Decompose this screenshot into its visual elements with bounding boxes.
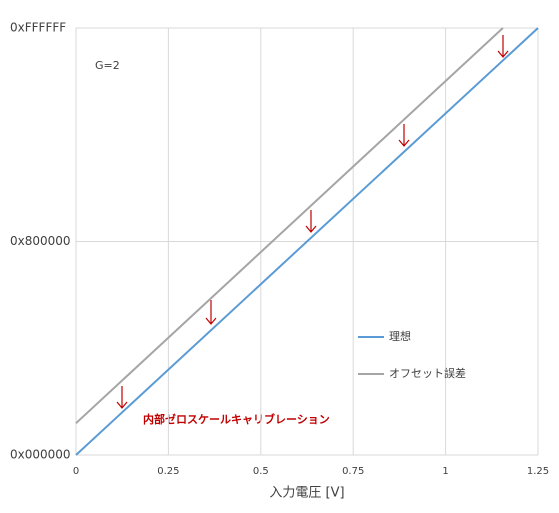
legend-label: オフセット誤差 <box>389 366 466 380</box>
arrows <box>116 35 509 409</box>
series-line <box>75 27 504 424</box>
x-axis-title: 入力電圧 [V] <box>269 486 344 501</box>
arrow <box>497 35 509 58</box>
calibration-annotation: 内部ゼロスケールキャリブレーション <box>143 412 330 426</box>
gain-annotation: G=2 <box>95 59 120 72</box>
y-tick-label: 0x800000 <box>10 234 71 248</box>
legend-label: 理想 <box>389 329 411 343</box>
arrow <box>398 124 410 147</box>
arrow <box>116 386 128 409</box>
arrow <box>305 210 317 233</box>
series-line <box>75 27 539 456</box>
arrow <box>205 300 217 325</box>
x-tick-label: 0.75 <box>342 466 364 477</box>
x-tick-label: 1 <box>442 466 448 477</box>
x-tick-label: 0 <box>73 466 79 477</box>
x-tick-label: 0.5 <box>253 466 269 477</box>
y-tick-label: 0xFFFFFF <box>10 21 66 35</box>
x-tick-label: 1.25 <box>527 466 549 477</box>
y-tick-label: 0x000000 <box>10 448 71 462</box>
x-tick-label: 0.25 <box>157 466 179 477</box>
